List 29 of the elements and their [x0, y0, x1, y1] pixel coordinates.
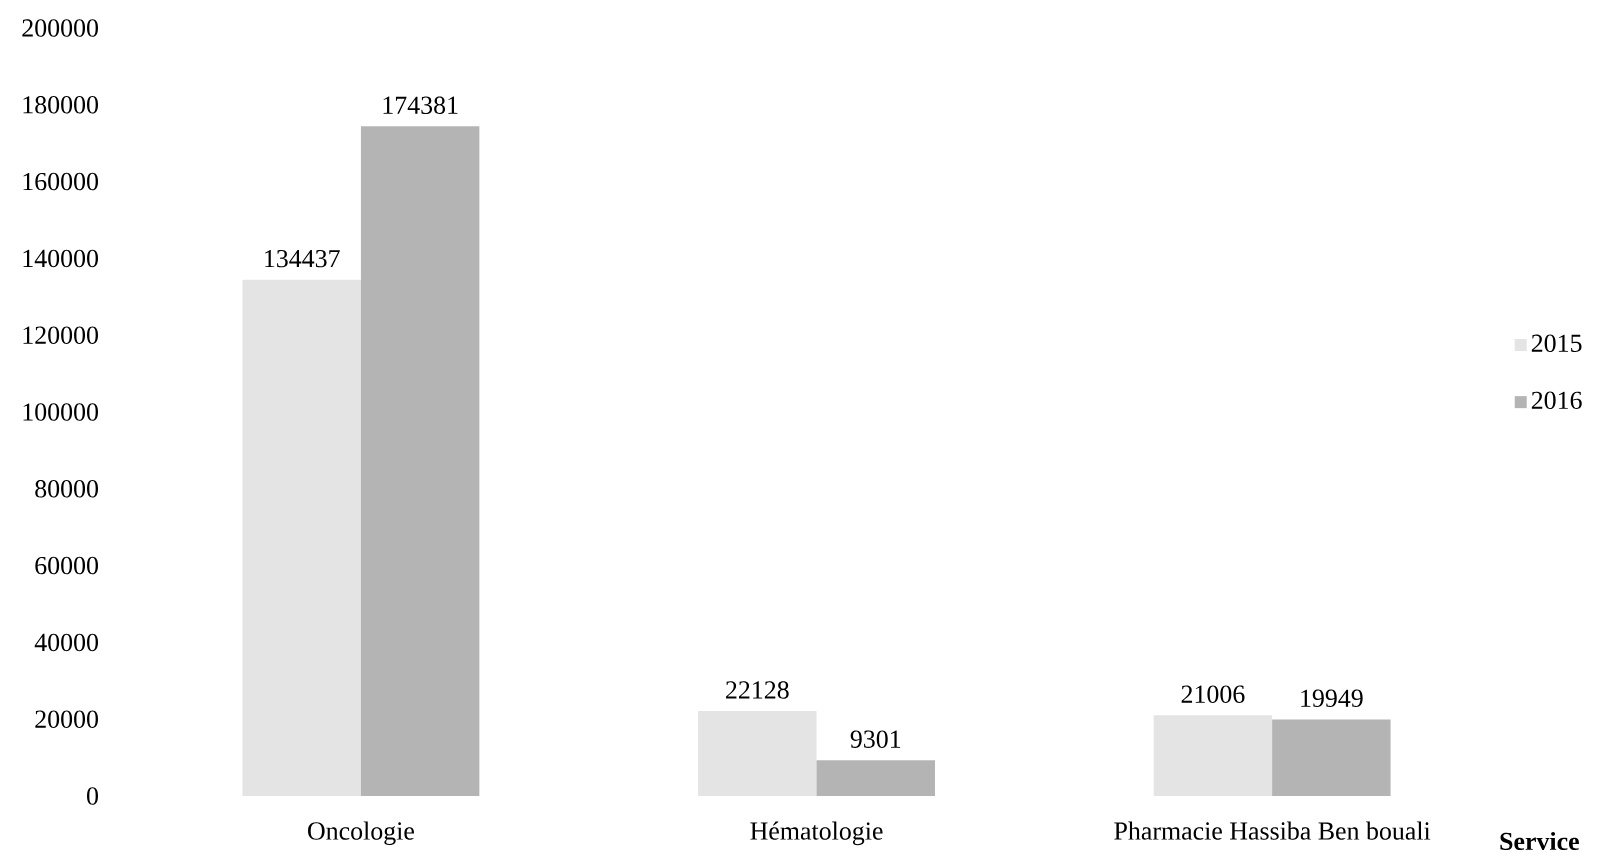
bar	[1153, 715, 1273, 796]
y-tick-label: 0	[87, 787, 98, 805]
x-tick-label: Hématologie	[750, 821, 883, 846]
y-tick-label: 140000	[23, 249, 98, 268]
legend-label: 2016	[1531, 391, 1582, 410]
x-tick-label: Oncologie	[308, 821, 414, 846]
bar	[242, 279, 361, 796]
y-tick-label: 180000	[23, 96, 98, 114]
y-tick-label: 60000	[35, 556, 98, 575]
x-axis-title: Service	[1500, 831, 1579, 851]
bar	[1272, 719, 1391, 796]
data-label: 22128	[726, 681, 789, 699]
bar	[360, 126, 480, 796]
y-tick-label: 100000	[23, 403, 98, 421]
data-label: 134437	[265, 249, 340, 268]
y-tick-label: 20000	[35, 710, 98, 728]
data-label: 19949	[1301, 689, 1363, 707]
y-tick-label: 120000	[23, 326, 98, 344]
data-label: 9301	[850, 730, 901, 748]
y-tick-label: 40000	[34, 633, 98, 652]
legend-label: 2015	[1531, 334, 1582, 352]
data-label: 21006	[1181, 685, 1245, 703]
y-tick-label: 200000	[22, 19, 98, 37]
x-tick-label: Pharmacie Hassiba Ben bouali	[1114, 821, 1431, 840]
bar	[698, 711, 817, 796]
y-tick-label: 80000	[35, 480, 98, 498]
y-tick-label: 160000	[23, 172, 98, 191]
data-label: 174381	[383, 96, 458, 114]
bar	[816, 760, 935, 796]
